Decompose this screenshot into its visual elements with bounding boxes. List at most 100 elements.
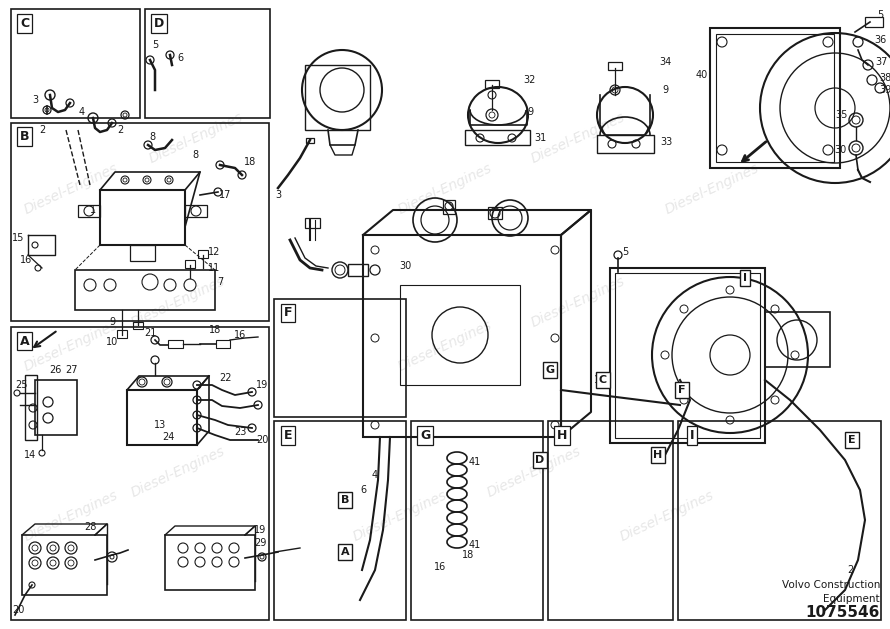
Text: Diesel-Engines: Diesel-Engines: [396, 161, 494, 216]
Text: I: I: [743, 273, 747, 283]
Bar: [78, 205, 100, 217]
Text: 32: 32: [524, 75, 536, 85]
Bar: [443, 200, 455, 214]
Text: 13: 13: [154, 420, 166, 430]
Text: 31: 31: [534, 133, 546, 143]
Text: 25: 25: [16, 380, 28, 390]
Text: G: G: [420, 429, 430, 442]
Bar: [485, 80, 499, 88]
Text: 36: 36: [874, 35, 886, 45]
Text: 19: 19: [256, 380, 268, 390]
Text: 30: 30: [834, 145, 846, 155]
Text: D: D: [536, 455, 545, 465]
Bar: [165, 535, 255, 590]
Text: 6: 6: [360, 485, 366, 495]
Bar: [305, 218, 320, 228]
Bar: [133, 322, 143, 329]
Text: Diesel-Engines: Diesel-Engines: [352, 488, 449, 543]
Bar: [127, 390, 197, 445]
Text: H: H: [653, 450, 663, 460]
Text: Diesel-Engines: Diesel-Engines: [530, 274, 627, 330]
Bar: [363, 235, 561, 437]
Text: Diesel-Engines: Diesel-Engines: [22, 161, 120, 216]
Text: 21: 21: [144, 328, 156, 338]
Text: 1: 1: [90, 205, 96, 215]
Text: 12: 12: [207, 247, 220, 257]
Text: 29: 29: [254, 538, 266, 548]
Text: Diesel-Engines: Diesel-Engines: [619, 488, 716, 543]
Bar: [597, 135, 654, 153]
Text: C: C: [599, 375, 607, 385]
Text: 41: 41: [469, 540, 481, 550]
Text: 22: 22: [219, 373, 231, 383]
Text: 35: 35: [836, 110, 848, 120]
Text: 5: 5: [622, 247, 628, 257]
Bar: [216, 340, 230, 348]
Text: 8: 8: [192, 150, 198, 160]
Text: Diesel-Engines: Diesel-Engines: [396, 318, 494, 374]
Text: 20: 20: [12, 605, 24, 615]
Bar: [75, 270, 215, 310]
Text: 19: 19: [594, 375, 606, 385]
Bar: [11, 327, 269, 620]
Text: Diesel-Engines: Diesel-Engines: [147, 111, 245, 166]
Bar: [130, 245, 155, 261]
Bar: [35, 380, 77, 435]
Text: I: I: [690, 429, 694, 442]
Bar: [716, 34, 834, 162]
Bar: [274, 421, 406, 620]
Text: 14: 14: [24, 450, 36, 460]
Text: H: H: [557, 429, 568, 442]
Text: 41: 41: [469, 457, 481, 467]
Text: A: A: [20, 335, 29, 348]
Text: Diesel-Engines: Diesel-Engines: [485, 444, 583, 499]
Text: Volvo Construction
Equipment: Volvo Construction Equipment: [781, 580, 880, 604]
Bar: [615, 273, 760, 438]
Text: 18: 18: [462, 550, 474, 560]
Bar: [11, 9, 140, 118]
Text: Diesel-Engines: Diesel-Engines: [530, 111, 627, 166]
Text: 18: 18: [209, 325, 221, 335]
Text: 16: 16: [434, 562, 446, 572]
Text: 1075546: 1075546: [805, 605, 880, 620]
Text: 17: 17: [219, 190, 231, 200]
Text: 39: 39: [879, 85, 890, 95]
Bar: [305, 65, 370, 130]
Bar: [11, 123, 269, 321]
Text: Diesel-Engines: Diesel-Engines: [22, 488, 120, 543]
Text: 8: 8: [149, 132, 155, 142]
Text: 38: 38: [879, 73, 890, 83]
Bar: [465, 130, 530, 145]
Text: 23: 23: [234, 427, 247, 437]
Text: Diesel-Engines: Diesel-Engines: [663, 161, 761, 216]
Text: 3: 3: [275, 190, 281, 200]
Bar: [185, 260, 195, 268]
Text: 5: 5: [877, 10, 883, 20]
Text: 2: 2: [117, 125, 123, 135]
Text: 40: 40: [696, 70, 708, 80]
Bar: [610, 268, 765, 443]
Bar: [678, 421, 881, 620]
Text: Diesel-Engines: Diesel-Engines: [22, 318, 120, 374]
Text: 5: 5: [152, 40, 158, 50]
Text: 2: 2: [847, 565, 854, 575]
Text: 20: 20: [255, 435, 268, 445]
Bar: [400, 285, 520, 385]
Text: 9: 9: [527, 107, 533, 117]
Text: 18: 18: [244, 157, 256, 167]
Text: 10: 10: [106, 337, 118, 347]
Text: 34: 34: [659, 57, 671, 67]
Text: 2: 2: [39, 125, 45, 135]
Bar: [100, 190, 185, 245]
Bar: [548, 421, 673, 620]
Text: 11: 11: [208, 263, 220, 273]
Bar: [710, 28, 840, 168]
Bar: [117, 330, 127, 338]
Bar: [348, 264, 368, 276]
Text: 26: 26: [49, 365, 61, 375]
Bar: [168, 340, 183, 348]
Text: 15: 15: [12, 233, 24, 243]
Text: 16: 16: [234, 330, 247, 340]
Bar: [865, 17, 883, 27]
Bar: [306, 138, 314, 143]
